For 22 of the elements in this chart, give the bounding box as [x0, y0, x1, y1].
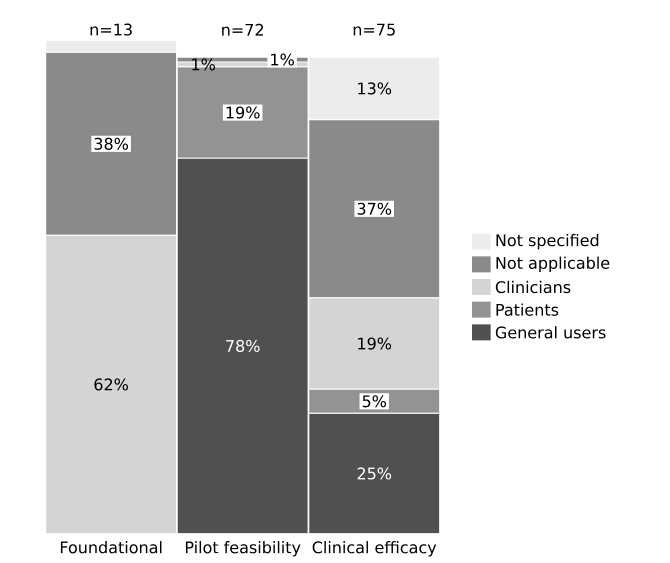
- x-tick-label: Foundational: [60, 541, 162, 554]
- data-label: 25%: [358, 467, 392, 480]
- text: n=13: [90, 24, 132, 36]
- data-label: 19%: [358, 337, 392, 350]
- text: n=72: [222, 24, 264, 36]
- data-label: 1%: [271, 54, 294, 66]
- legend-label: Clinicians: [496, 280, 570, 294]
- data-label: 1%: [192, 58, 216, 70]
- data-label: 5%: [362, 395, 386, 408]
- data-label: 78%: [226, 340, 260, 352]
- data-label: 19%: [226, 106, 260, 119]
- data-label: 37%: [358, 202, 392, 215]
- legend-label: Not applicable: [496, 256, 610, 272]
- data-label: 38%: [94, 138, 128, 150]
- text: General users: [496, 326, 606, 339]
- legend-label: Patients: [496, 303, 558, 316]
- legend-label: Not specified: [496, 234, 598, 250]
- data-label: 62%: [94, 378, 128, 391]
- data-label: 13%: [358, 82, 392, 95]
- x-tick-label: Clinical efficacy: [312, 541, 436, 557]
- x-tick-label: Pilot feasibility: [186, 541, 301, 557]
- text: n=75: [354, 24, 395, 36]
